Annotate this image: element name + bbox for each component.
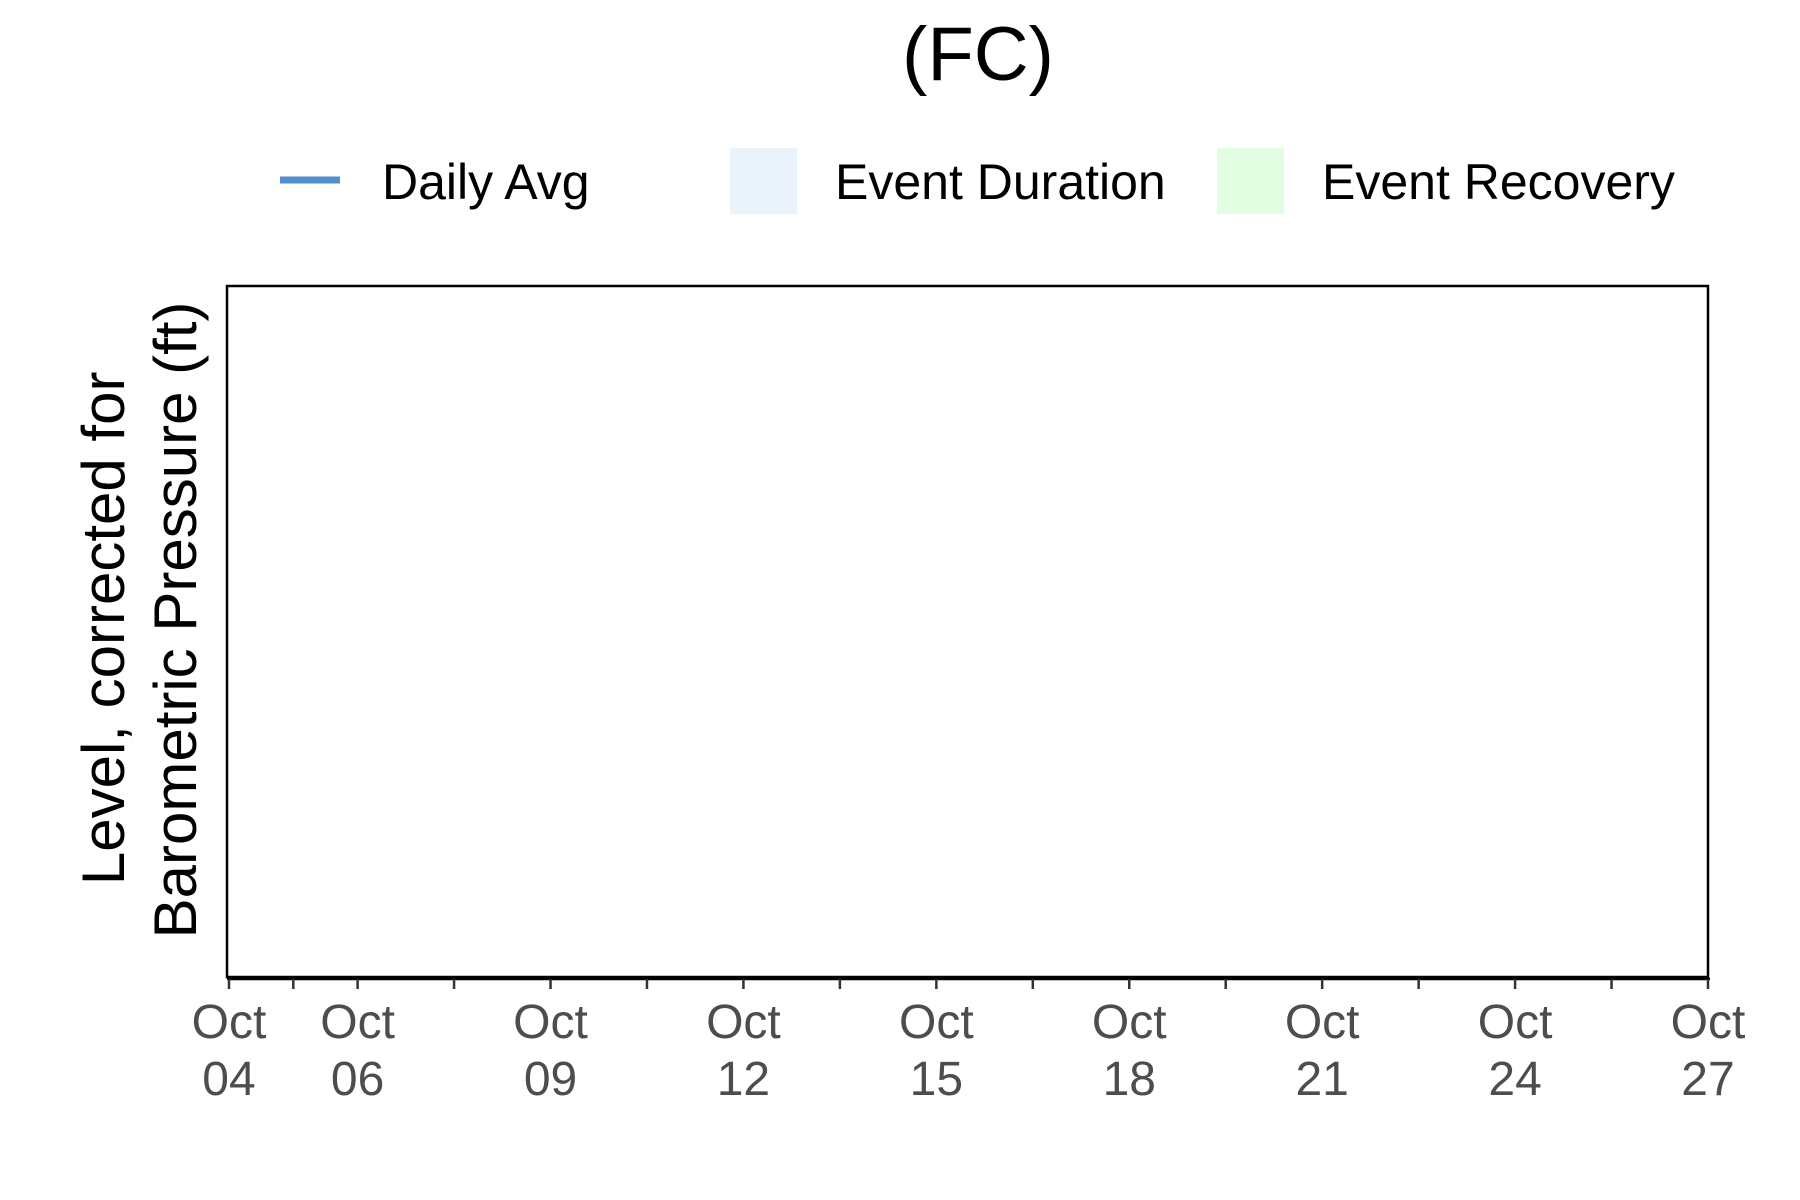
x-tick-label-day: 15: [910, 1053, 963, 1106]
legend-key-event-duration: [730, 148, 797, 214]
x-tick-label: Oct 18: [1092, 996, 1167, 1106]
x-tick-label-month: Oct: [192, 996, 267, 1049]
x-tick-label-day: 04: [202, 1053, 255, 1106]
x-tick-label: Oct 09: [513, 996, 588, 1106]
x-tick-label-day: 21: [1295, 1053, 1348, 1106]
x-tick-label: Oct 27: [1671, 996, 1746, 1106]
x-tick-label-month: Oct: [1478, 996, 1553, 1049]
x-tick-label-day: 27: [1681, 1053, 1734, 1106]
x-tick-label-day: 06: [331, 1053, 384, 1106]
x-tick-label-month: Oct: [320, 996, 395, 1049]
x-tick-label: Oct 24: [1478, 996, 1553, 1106]
x-tick-label: Oct 21: [1285, 996, 1360, 1106]
x-tick-label-month: Oct: [706, 996, 781, 1049]
x-tick-label-month: Oct: [1285, 996, 1360, 1049]
x-tick-label-month: Oct: [1092, 996, 1167, 1049]
legend-label-event-recovery: Event Recovery: [1322, 154, 1675, 210]
x-tick-label-day: 12: [717, 1053, 770, 1106]
x-tick-label: Oct 04: [192, 996, 267, 1106]
x-tick-label-month: Oct: [513, 996, 588, 1049]
y-axis-label: Level, corrected for Barometric Pressure…: [70, 302, 209, 939]
x-tick-label-month: Oct: [899, 996, 974, 1049]
x-tick-label: Oct 12: [706, 996, 781, 1106]
y-axis-label-line-1: Level, corrected for: [70, 372, 137, 886]
x-tick-label-day: 24: [1488, 1053, 1541, 1106]
chart-title: (FC): [902, 12, 1054, 97]
x-tick-label-day: 18: [1103, 1053, 1156, 1106]
legend-label-daily-avg: Daily Avg: [382, 154, 590, 210]
x-tick-label: Oct 06: [320, 996, 395, 1106]
plot-panel: [225, 284, 1710, 979]
legend: Daily Avg Event Duration Event Recovery: [280, 148, 1675, 214]
legend-label-event-duration: Event Duration: [835, 154, 1166, 210]
x-tick-label-month: Oct: [1671, 996, 1746, 1049]
x-tick-label: Oct 15: [899, 996, 974, 1106]
y-axis-label-line-2: Barometric Pressure (ft): [142, 302, 209, 939]
legend-key-event-recovery: [1217, 148, 1284, 214]
x-tick-label-day: 09: [524, 1053, 577, 1106]
